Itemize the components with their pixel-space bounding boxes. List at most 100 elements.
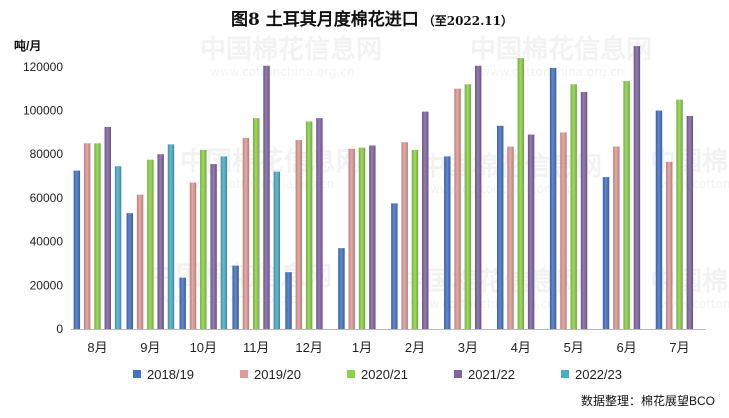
bar-shading bbox=[136, 194, 144, 329]
legend-item: 2018/19 bbox=[133, 367, 194, 382]
bar-shading bbox=[686, 116, 694, 329]
legend-label: 2022/23 bbox=[575, 367, 622, 382]
bar-shading bbox=[454, 88, 461, 329]
bar-shading bbox=[358, 147, 366, 329]
y-tick-label: 40000 bbox=[30, 235, 64, 249]
bar-shading bbox=[517, 58, 524, 330]
bar-shading bbox=[411, 149, 419, 329]
bar-shading bbox=[253, 118, 260, 330]
x-tick-label: 11月 bbox=[243, 340, 270, 355]
bar-shading bbox=[464, 84, 472, 329]
bar-shading bbox=[295, 140, 303, 329]
legend-label: 2020/21 bbox=[361, 367, 408, 382]
bar-shading bbox=[369, 145, 376, 329]
x-tick-label: 3月 bbox=[458, 340, 478, 355]
title-main: 图8 土耳其月度棉花进口 bbox=[231, 9, 419, 30]
bar-shading bbox=[676, 99, 683, 330]
y-tick-label: 60000 bbox=[30, 191, 64, 205]
bar-shading bbox=[200, 149, 207, 329]
bar-shading bbox=[655, 110, 663, 329]
x-tick-label: 7月 bbox=[669, 340, 689, 355]
bar-shading bbox=[496, 125, 504, 329]
bar-shading bbox=[560, 132, 567, 329]
x-tick-label: 1月 bbox=[352, 340, 372, 355]
legend-swatch bbox=[240, 370, 248, 378]
legend-item: 2021/22 bbox=[454, 367, 515, 382]
title-subtitle: （至2022.11） bbox=[423, 13, 513, 28]
bar-shading bbox=[104, 126, 111, 329]
bar-shading bbox=[210, 164, 217, 329]
bar-shading bbox=[94, 143, 101, 329]
bar-shading bbox=[401, 142, 408, 329]
bar-shading bbox=[444, 156, 451, 329]
bar-shading bbox=[157, 154, 164, 329]
bar-shading bbox=[623, 81, 630, 329]
watermark-name: 中国棉花信息网 bbox=[470, 34, 652, 65]
bar-shading bbox=[613, 146, 620, 329]
bar-shading bbox=[316, 118, 323, 330]
bar-shading bbox=[666, 161, 673, 329]
legend-swatch bbox=[133, 370, 141, 378]
bar-shading bbox=[167, 144, 175, 329]
legend: 2018/19 2019/20 2020/21 2021/22 2022/23 bbox=[133, 367, 622, 382]
bar-shading bbox=[285, 272, 292, 329]
y-tick-label: 0 bbox=[56, 322, 63, 336]
x-tick-label: 12月 bbox=[295, 340, 322, 355]
y-axis-unit: 吨/月 bbox=[14, 38, 41, 53]
y-tick-label: 100000 bbox=[23, 104, 63, 118]
watermark-name: 中国棉花信息网 bbox=[180, 146, 362, 177]
y-axis-ticks: 0 20000 40000 60000 80000 100000 120000 bbox=[23, 60, 63, 336]
bar-shading bbox=[232, 265, 239, 329]
y-tick-label: 20000 bbox=[30, 278, 64, 292]
bar-shading bbox=[348, 148, 355, 329]
chart-title: 图8 土耳其月度棉花进口 （至2022.11） bbox=[231, 9, 513, 30]
bar-shading bbox=[147, 159, 154, 329]
bar-shading bbox=[602, 177, 610, 329]
watermark-name: 中国棉花信息网 bbox=[200, 34, 382, 65]
y-tick-label: 120000 bbox=[23, 60, 63, 74]
legend-swatch bbox=[561, 370, 569, 378]
watermark-url: www.cottonchina.org.cn bbox=[210, 65, 354, 79]
bar-shading bbox=[242, 137, 250, 329]
legend-label: 2018/19 bbox=[147, 367, 194, 382]
x-tick-label: 8月 bbox=[87, 340, 107, 355]
legend-item: 2020/21 bbox=[347, 367, 408, 382]
bar-shading bbox=[305, 121, 313, 330]
bar-shading bbox=[633, 46, 641, 330]
bar-shading bbox=[474, 65, 482, 329]
x-tick-label: 4月 bbox=[511, 340, 531, 355]
x-tick-label: 6月 bbox=[616, 340, 636, 355]
bar-shading bbox=[189, 182, 197, 329]
x-tick-label: 10月 bbox=[190, 340, 217, 355]
bar-shading bbox=[73, 170, 81, 329]
bar-shading bbox=[114, 166, 122, 329]
bar-shading bbox=[83, 143, 91, 329]
bar-shading bbox=[273, 171, 281, 329]
legend-item: 2019/20 bbox=[240, 367, 301, 382]
legend-label: 2019/20 bbox=[254, 367, 301, 382]
bar-shading bbox=[391, 203, 398, 329]
bars bbox=[73, 46, 694, 330]
x-axis-ticks: 8月 9月 10月 11月 12月 1月 2月 3月 4月 5月 6月 7月 bbox=[87, 340, 689, 355]
bar-shading bbox=[527, 134, 535, 329]
y-tick-label: 80000 bbox=[30, 147, 64, 161]
x-tick-label: 5月 bbox=[564, 340, 584, 355]
bar-shading bbox=[580, 91, 588, 329]
bar-shading bbox=[220, 156, 228, 329]
legend-label: 2021/22 bbox=[468, 367, 515, 382]
bar-shading bbox=[570, 84, 577, 329]
legend-swatch bbox=[454, 370, 462, 378]
legend-swatch bbox=[347, 370, 355, 378]
bar-shading bbox=[263, 65, 270, 329]
watermark-name: 中国棉花信息网 bbox=[150, 261, 332, 292]
bar-shading bbox=[338, 248, 345, 329]
bar-shading bbox=[507, 146, 514, 329]
bar-shading bbox=[549, 67, 557, 329]
x-tick-label: 9月 bbox=[140, 340, 160, 355]
legend-item: 2022/23 bbox=[561, 367, 622, 382]
bar-shading bbox=[126, 213, 133, 329]
source-note: 数据整理：棉花展望BCO bbox=[581, 393, 715, 408]
bar-shading bbox=[422, 111, 429, 329]
